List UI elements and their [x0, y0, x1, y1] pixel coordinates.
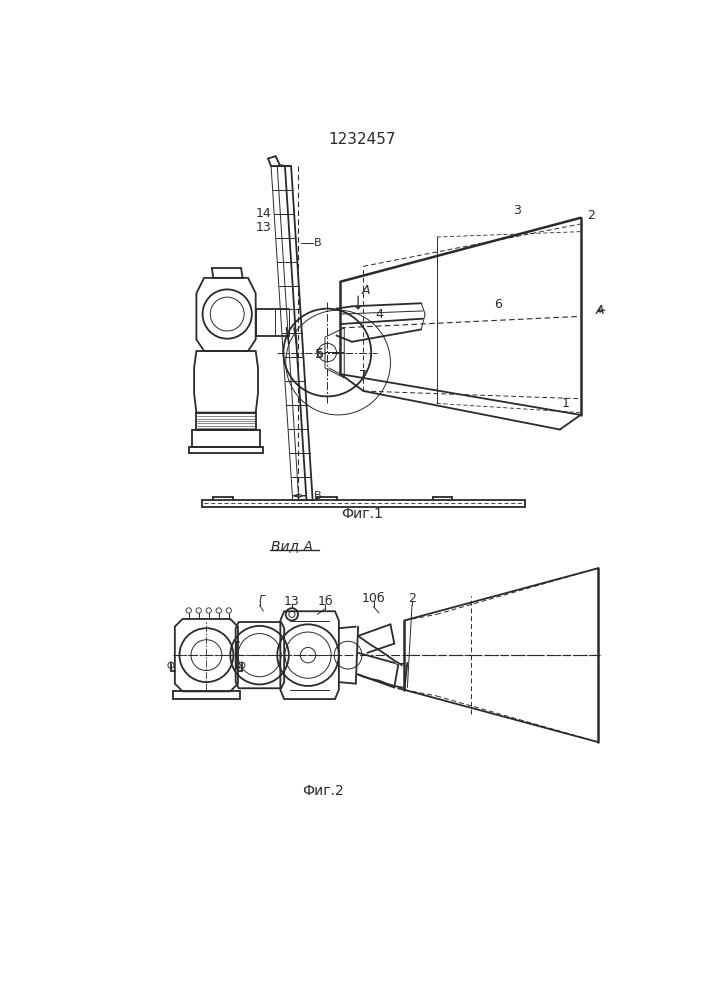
- Text: 13: 13: [284, 595, 300, 608]
- Text: В: В: [314, 238, 322, 248]
- Text: 5: 5: [315, 348, 322, 361]
- Text: б: б: [315, 348, 322, 361]
- Text: 14: 14: [256, 207, 272, 220]
- Text: 7: 7: [359, 369, 368, 382]
- Text: 4: 4: [375, 308, 382, 321]
- Text: Фиг.2: Фиг.2: [303, 784, 344, 798]
- Text: В: В: [314, 491, 322, 501]
- Text: 1232457: 1232457: [328, 132, 396, 147]
- Text: А: А: [595, 304, 604, 317]
- Text: г: г: [259, 592, 265, 605]
- Text: А: А: [361, 284, 370, 297]
- Text: Фиг.1: Фиг.1: [341, 507, 383, 521]
- Text: 3: 3: [513, 204, 522, 217]
- Text: 1б: 1б: [317, 595, 333, 608]
- Text: 10б: 10б: [362, 592, 385, 605]
- Text: 6: 6: [494, 298, 502, 311]
- Text: 2: 2: [408, 592, 416, 605]
- Text: 2: 2: [587, 209, 595, 222]
- Text: 1: 1: [562, 397, 570, 410]
- Text: 13: 13: [256, 221, 272, 234]
- Text: Вид А: Вид А: [271, 539, 313, 553]
